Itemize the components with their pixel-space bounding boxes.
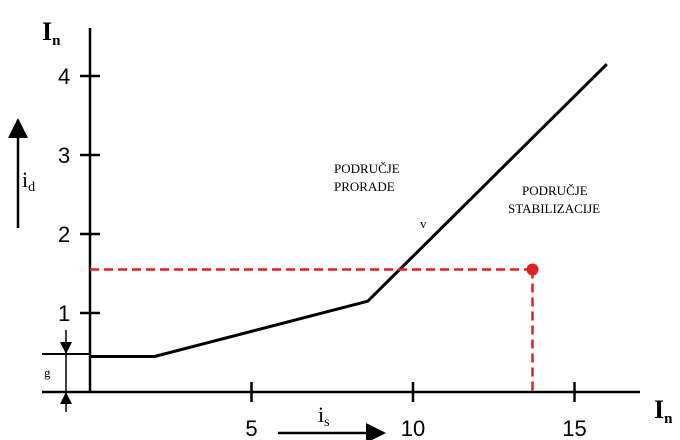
- y-tick-label: 4: [58, 64, 70, 89]
- x-axis-label: In: [654, 395, 673, 427]
- region-stab-line2: STABILIZACIJE: [508, 201, 600, 216]
- x-tick-label: 5: [245, 416, 257, 440]
- region-trip-line1: PODRUČJE: [334, 161, 400, 176]
- operating-point-marker: [526, 263, 539, 276]
- g-label: g: [44, 365, 51, 380]
- is-label: is: [318, 402, 330, 430]
- region-trip-line2: PRORADE: [334, 179, 395, 194]
- region-stab-line1: PODRUČJE: [522, 183, 588, 198]
- x-tick-label: 15: [562, 416, 586, 440]
- y-tick-label: 1: [58, 301, 70, 326]
- g-arrow-down: [60, 342, 72, 354]
- y-tick-label: 2: [58, 222, 70, 247]
- curve-label: v: [420, 216, 427, 231]
- y-axis-label: In: [42, 17, 61, 49]
- y-tick-label: 3: [58, 143, 70, 168]
- x-tick-label: 10: [401, 416, 425, 440]
- characteristic-line: [90, 63, 608, 358]
- id-label: id: [22, 167, 35, 195]
- g-arrow-up: [60, 392, 72, 404]
